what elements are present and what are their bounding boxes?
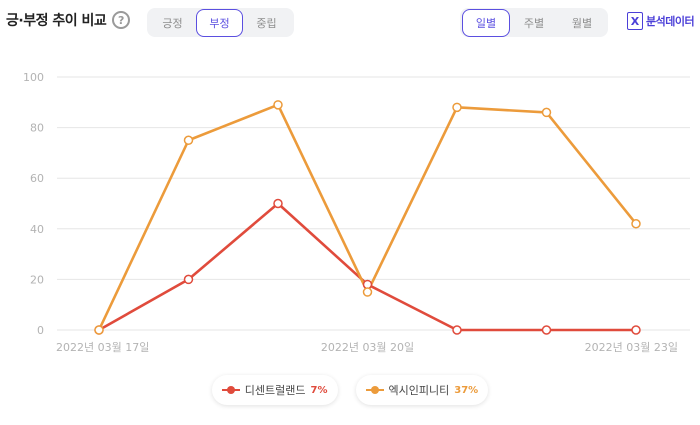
data-point [541, 107, 552, 118]
legend: 디센트럴랜드 7% 엑시인피니티 37% [0, 375, 700, 405]
data-point [452, 102, 462, 113]
data-point [631, 218, 641, 229]
data-point [362, 287, 373, 297]
tab-negative[interactable]: 부정 [196, 8, 243, 37]
data-point [94, 325, 104, 335]
series-line [98, 202, 636, 332]
tab-neutral[interactable]: 중립 [256, 16, 277, 30]
legend-label: 디센트럴랜드 [244, 384, 306, 397]
legend-marker-icon [365, 385, 384, 395]
sentiment-tabs: 긍정 부정 중립 [147, 8, 294, 37]
period-tabs: 일별 주별 월별 [460, 8, 608, 37]
y-tick-label: 100 [23, 71, 44, 84]
data-point [183, 135, 194, 145]
analysis-data-button[interactable]: X 분석데이터 [627, 12, 695, 30]
help-icon[interactable]: ? [112, 11, 131, 29]
legend-marker-icon [221, 385, 240, 395]
x-tick-label: 2022년 03월 23일 [585, 340, 678, 354]
tab-weekly[interactable]: 주별 [523, 16, 545, 30]
y-tick-label: 60 [30, 172, 44, 185]
tab-positive[interactable]: 긍정 [162, 16, 183, 30]
data-point [273, 198, 283, 209]
legend-label: 엑시인피니티 [388, 384, 450, 397]
analysis-data-label: 분석데이터 [646, 15, 695, 28]
y-tick-label: 0 [37, 324, 44, 337]
data-point [273, 100, 283, 110]
tab-monthly[interactable]: 월별 [571, 16, 593, 30]
data-point [183, 274, 194, 285]
tab-daily[interactable]: 일별 [462, 8, 510, 37]
data-point [541, 325, 552, 335]
page-title: 긍·부정 추이 비교 [6, 13, 107, 29]
chart-header: 긍·부정 추이 비교 ? [6, 10, 131, 30]
data-point [452, 325, 462, 335]
y-tick-label: 40 [30, 223, 44, 236]
legend-percent: 37% [454, 384, 479, 396]
x-tick-label: 2022년 03월 20일 [321, 340, 414, 354]
legend-item-axie-infinity[interactable]: 엑시인피니티 37% [355, 375, 489, 405]
x-tick-label: 2022년 03월 17일 [56, 340, 149, 354]
legend-percent: 7% [310, 384, 328, 396]
y-tick-label: 20 [30, 273, 44, 286]
y-tick-label: 80 [30, 122, 44, 135]
legend-item-decentraland[interactable]: 디센트럴랜드 7% [211, 375, 338, 405]
line-chart: 0 20 40 60 80 100 2022년 03월 17일 2022년 03월 20일 20… [23, 71, 690, 354]
excel-icon: X [627, 12, 643, 30]
data-point [362, 279, 373, 290]
data-point [631, 325, 641, 335]
